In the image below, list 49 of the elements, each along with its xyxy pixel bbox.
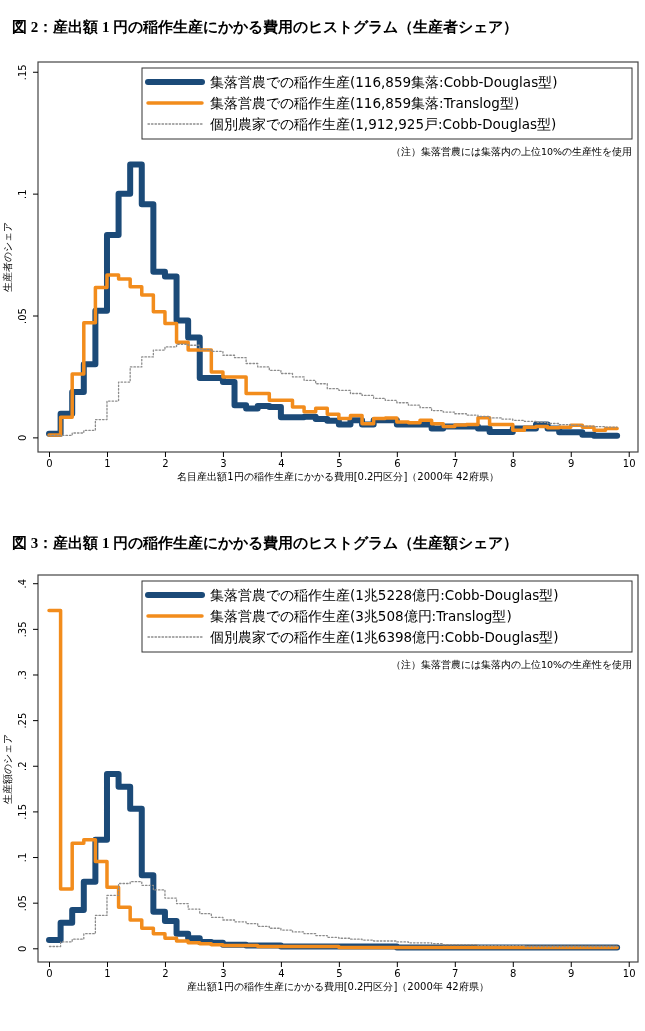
y-tick-label: .1 bbox=[17, 852, 28, 863]
x-tick-label: 3 bbox=[220, 458, 227, 470]
x-tick-label: 0 bbox=[46, 968, 53, 980]
x-tick-label: 10 bbox=[622, 458, 636, 470]
x-tick-label: 8 bbox=[510, 968, 517, 980]
x-tick-label: 4 bbox=[278, 968, 285, 980]
annotation: （注）集落営農には集落内の上位10%の生産性を使用 bbox=[390, 659, 632, 670]
y-tick-label: .25 bbox=[17, 712, 28, 729]
y-tick-label: .1 bbox=[17, 189, 28, 199]
x-tick-label: 6 bbox=[394, 968, 401, 980]
y-axis-title: 生産額のシェア bbox=[2, 733, 13, 804]
x-tick-label: 7 bbox=[452, 458, 459, 470]
chart-title: 図 3：産出額 1 円の稲作生産にかかる費用のヒストグラム（生産額シェア） bbox=[12, 534, 519, 551]
x-tick-label: 4 bbox=[278, 458, 285, 470]
x-tick-label: 5 bbox=[336, 458, 343, 470]
x-tick-label: 6 bbox=[394, 458, 401, 470]
x-tick-label: 8 bbox=[510, 458, 517, 470]
x-tick-label: 2 bbox=[162, 968, 169, 980]
y-tick-label: 0 bbox=[17, 434, 28, 442]
x-tick-label: 7 bbox=[452, 968, 459, 980]
annotation: （注）集落営農には集落内の上位10%の生産性を使用 bbox=[390, 146, 632, 157]
x-tick-label: 5 bbox=[336, 968, 343, 980]
legend-label: 個別農家での稲作生産(1,912,925戸:Cobb-Douglas型) bbox=[210, 116, 557, 132]
y-axis-title: 生産者のシェア bbox=[2, 222, 13, 292]
y-tick-label: .05 bbox=[17, 308, 28, 324]
x-axis-title: 産出額1円の稲作生産にかかる費用[0.2円区分]（2000年 42府県） bbox=[187, 981, 489, 992]
y-tick-label: .35 bbox=[17, 621, 28, 638]
y-tick-label: 0 bbox=[17, 945, 28, 952]
x-tick-label: 0 bbox=[46, 458, 53, 470]
y-tick-label: .15 bbox=[17, 64, 28, 81]
x-tick-label: 1 bbox=[104, 968, 111, 980]
x-axis-title: 名目産出額1円の稲作生産にかかる費用[0.2円区分]（2000年 42府県） bbox=[177, 471, 499, 482]
x-tick-label: 1 bbox=[104, 458, 111, 470]
y-tick-label: .3 bbox=[17, 670, 28, 680]
y-tick-label: .05 bbox=[17, 895, 28, 912]
x-tick-label: 9 bbox=[568, 458, 575, 470]
legend-label: 集落営農での稲作生産(3兆508億円:Translog型) bbox=[210, 608, 512, 624]
legend-label: 集落営農での稲作生産(116,859集落:Cobb-Douglas型) bbox=[210, 74, 558, 90]
y-tick-label: .4 bbox=[17, 578, 28, 589]
x-tick-label: 2 bbox=[162, 458, 169, 470]
chart-title: 図 2：産出額 1 円の稲作生産にかかる費用のヒストグラム（生産者シェア） bbox=[12, 18, 519, 35]
legend-label: 集落営農での稲作生産(116,859集落:Translog型) bbox=[210, 95, 520, 111]
y-tick-label: .15 bbox=[17, 803, 28, 820]
x-tick-label: 10 bbox=[622, 968, 636, 980]
x-tick-label: 3 bbox=[220, 968, 227, 980]
y-tick-label: .2 bbox=[17, 761, 28, 772]
x-tick-label: 9 bbox=[568, 968, 575, 980]
legend-label: 個別農家での稲作生産(1兆6398億円:Cobb-Douglas型) bbox=[210, 629, 559, 645]
legend-label: 集落営農での稲作生産(1兆5228億円:Cobb-Douglas型) bbox=[210, 587, 559, 603]
